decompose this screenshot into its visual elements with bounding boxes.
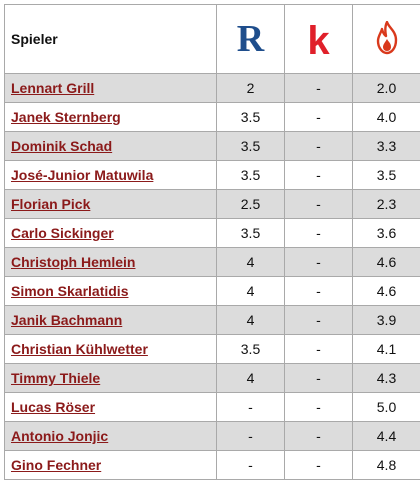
fire-rating-cell: 4.8 [352, 450, 420, 480]
player-link[interactable]: Janik Bachmann [11, 312, 123, 328]
k-letter-logo-icon: k [307, 19, 330, 63]
k-rating-cell: - [284, 450, 353, 480]
player-cell: Simon Skarlatidis [4, 276, 217, 306]
player-link[interactable]: Florian Pick [11, 196, 91, 212]
fire-rating-cell: 5.0 [352, 392, 420, 422]
player-link[interactable]: Janek Sternberg [11, 109, 121, 125]
r-rating-cell: 3.5 [216, 131, 285, 161]
table-row: José-Junior Matuwila 3.5-3.5 [4, 160, 420, 190]
player-cell: Carlo Sickinger [4, 218, 217, 248]
k-rating-cell: - [284, 160, 353, 190]
table-row: Lennart Grill 2-2.0 [4, 73, 420, 103]
player-link[interactable]: Christoph Hemlein [11, 254, 136, 270]
player-cell: Janek Sternberg [4, 102, 217, 132]
fire-rating-cell: 4.4 [352, 421, 420, 451]
table-row: Janek Sternberg 3.5-4.0 [4, 102, 420, 132]
fire-rating-cell: 4.6 [352, 276, 420, 306]
r-rating-cell: - [216, 450, 285, 480]
k-rating-cell: - [284, 421, 353, 451]
k-rating-cell: - [284, 276, 353, 306]
k-rating-cell: - [284, 218, 353, 248]
k-rating-column-header: k [284, 4, 353, 74]
r-rating-cell: 3.5 [216, 160, 285, 190]
fire-rating-cell: 3.9 [352, 305, 420, 335]
fire-rating-cell: 4.3 [352, 363, 420, 393]
r-rating-cell: 3.5 [216, 218, 285, 248]
player-cell: Florian Pick [4, 189, 217, 219]
table-row: Florian Pick 2.5-2.3 [4, 189, 420, 219]
table-row: Christoph Hemlein 4-4.6 [4, 247, 420, 277]
r-rating-cell: 3.5 [216, 102, 285, 132]
r-rating-cell: 3.5 [216, 334, 285, 364]
player-cell: Christoph Hemlein [4, 247, 217, 277]
k-rating-cell: - [284, 392, 353, 422]
r-rating-column-header: R [216, 4, 285, 74]
table-row: Timmy Thiele 4-4.3 [4, 363, 420, 393]
r-rating-cell: 2 [216, 73, 285, 103]
fire-rating-cell: 4.0 [352, 102, 420, 132]
k-rating-cell: - [284, 247, 353, 277]
k-rating-cell: - [284, 334, 353, 364]
r-rating-cell: 4 [216, 247, 285, 277]
table-row: Lucas Röser - -5.0 [4, 392, 420, 422]
player-cell: Gino Fechner [4, 450, 217, 480]
table-row: Carlo Sickinger 3.5-3.6 [4, 218, 420, 248]
player-cell: Lennart Grill [4, 73, 217, 103]
r-rating-cell: 4 [216, 276, 285, 306]
k-rating-cell: - [284, 189, 353, 219]
r-rating-cell: 4 [216, 363, 285, 393]
table-row: Antonio Jonjic - -4.4 [4, 421, 420, 451]
flame-logo-icon [372, 20, 402, 58]
player-link[interactable]: Timmy Thiele [11, 370, 101, 386]
r-letter-logo-icon: R [236, 18, 265, 60]
player-cell: Antonio Jonjic [4, 421, 217, 451]
player-cell: Timmy Thiele [4, 363, 217, 393]
r-rating-cell: 4 [216, 305, 285, 335]
fire-rating-cell: 3.5 [352, 160, 420, 190]
k-rating-cell: - [284, 73, 353, 103]
player-column-header: Spieler [4, 4, 217, 74]
table-row: Dominik Schad 3.5-3.3 [4, 131, 420, 161]
player-link[interactable]: Simon Skarlatidis [11, 283, 129, 299]
player-link[interactable]: Antonio Jonjic [11, 428, 109, 444]
table-row: Gino Fechner - -4.8 [4, 450, 420, 480]
player-cell: Christian Kühlwetter [4, 334, 217, 364]
player-link[interactable]: Carlo Sickinger [11, 225, 114, 241]
ratings-table-body: Lennart Grill 2-2.0 Janek Sternberg 3.5-4.0… [4, 73, 420, 480]
player-cell: Lucas Röser [4, 392, 217, 422]
player-link[interactable]: Lucas Röser [11, 399, 96, 415]
player-cell: Janik Bachmann [4, 305, 217, 335]
fire-rating-cell: 4.6 [352, 247, 420, 277]
k-rating-cell: - [284, 363, 353, 393]
fire-rating-cell: 3.6 [352, 218, 420, 248]
table-row: Simon Skarlatidis 4-4.6 [4, 276, 420, 306]
k-rating-cell: - [284, 305, 353, 335]
fire-rating-column-header [352, 4, 420, 74]
r-rating-cell: 2.5 [216, 189, 285, 219]
player-link[interactable]: Gino Fechner [11, 457, 102, 473]
fire-rating-cell: 2.0 [352, 73, 420, 103]
player-link[interactable]: José-Junior Matuwila [11, 167, 154, 183]
table-row: Janik Bachmann 4-3.9 [4, 305, 420, 335]
k-rating-cell: - [284, 131, 353, 161]
player-cell: Dominik Schad [4, 131, 217, 161]
player-link[interactable]: Dominik Schad [11, 138, 113, 154]
player-link[interactable]: Lennart Grill [11, 80, 95, 96]
table-row: Christian Kühlwetter 3.5-4.1 [4, 334, 420, 364]
r-rating-cell: - [216, 392, 285, 422]
player-cell: José-Junior Matuwila [4, 160, 217, 190]
fire-rating-cell: 2.3 [352, 189, 420, 219]
fire-rating-cell: 4.1 [352, 334, 420, 364]
header-row: Spieler R k [4, 4, 420, 74]
player-link[interactable]: Christian Kühlwetter [11, 341, 148, 357]
fire-rating-cell: 3.3 [352, 131, 420, 161]
player-ratings-table: Spieler R k Lennart Grill 2- [4, 4, 420, 480]
k-rating-cell: - [284, 102, 353, 132]
r-rating-cell: - [216, 421, 285, 451]
